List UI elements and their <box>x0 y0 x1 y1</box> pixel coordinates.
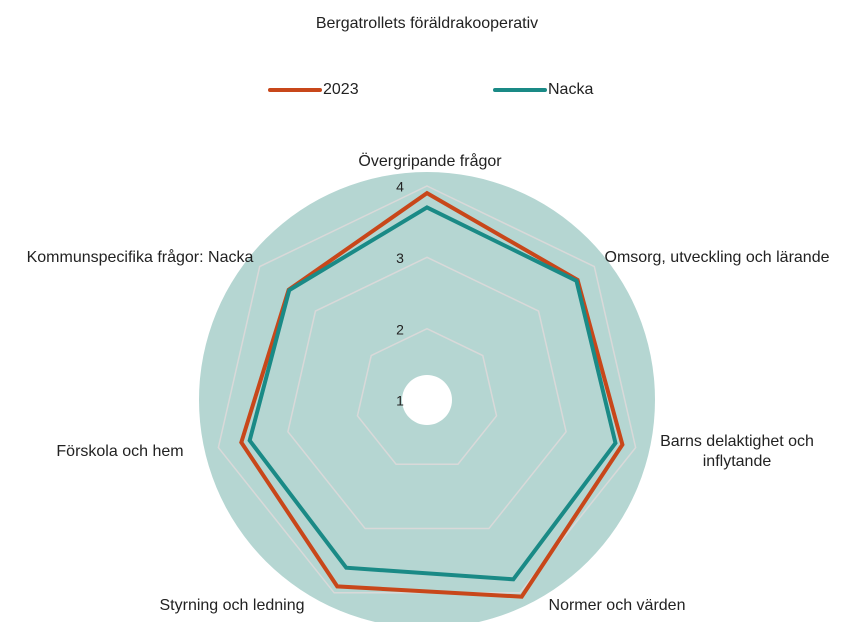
category-label: Förskola och hem <box>56 443 184 460</box>
category-label: Omsorg, utveckling och lärande <box>604 249 830 266</box>
category-label: Styrning och ledning <box>159 597 305 614</box>
r-tick-label: 1 <box>396 393 404 409</box>
grid-line <box>287 256 567 530</box>
category-label: Barns delaktighet och inflytande <box>660 433 814 470</box>
r-tick-label: 2 <box>396 321 404 337</box>
category-label: Kommunspecifika frågor: Nacka <box>26 249 254 266</box>
grid-line <box>356 327 498 466</box>
center-hole <box>402 375 452 425</box>
category-label: Övergripande frågor <box>358 153 502 170</box>
r-tick-label: 3 <box>396 250 404 266</box>
chart-title: Bergatrollets föräldrakooperativ <box>316 15 538 32</box>
r-tick-label: 4 <box>396 179 404 195</box>
legend-label: Nacka <box>548 81 593 98</box>
series-line <box>247 205 618 582</box>
category-label: Normer och värden <box>548 597 686 614</box>
legend-label: 2023 <box>323 81 359 98</box>
